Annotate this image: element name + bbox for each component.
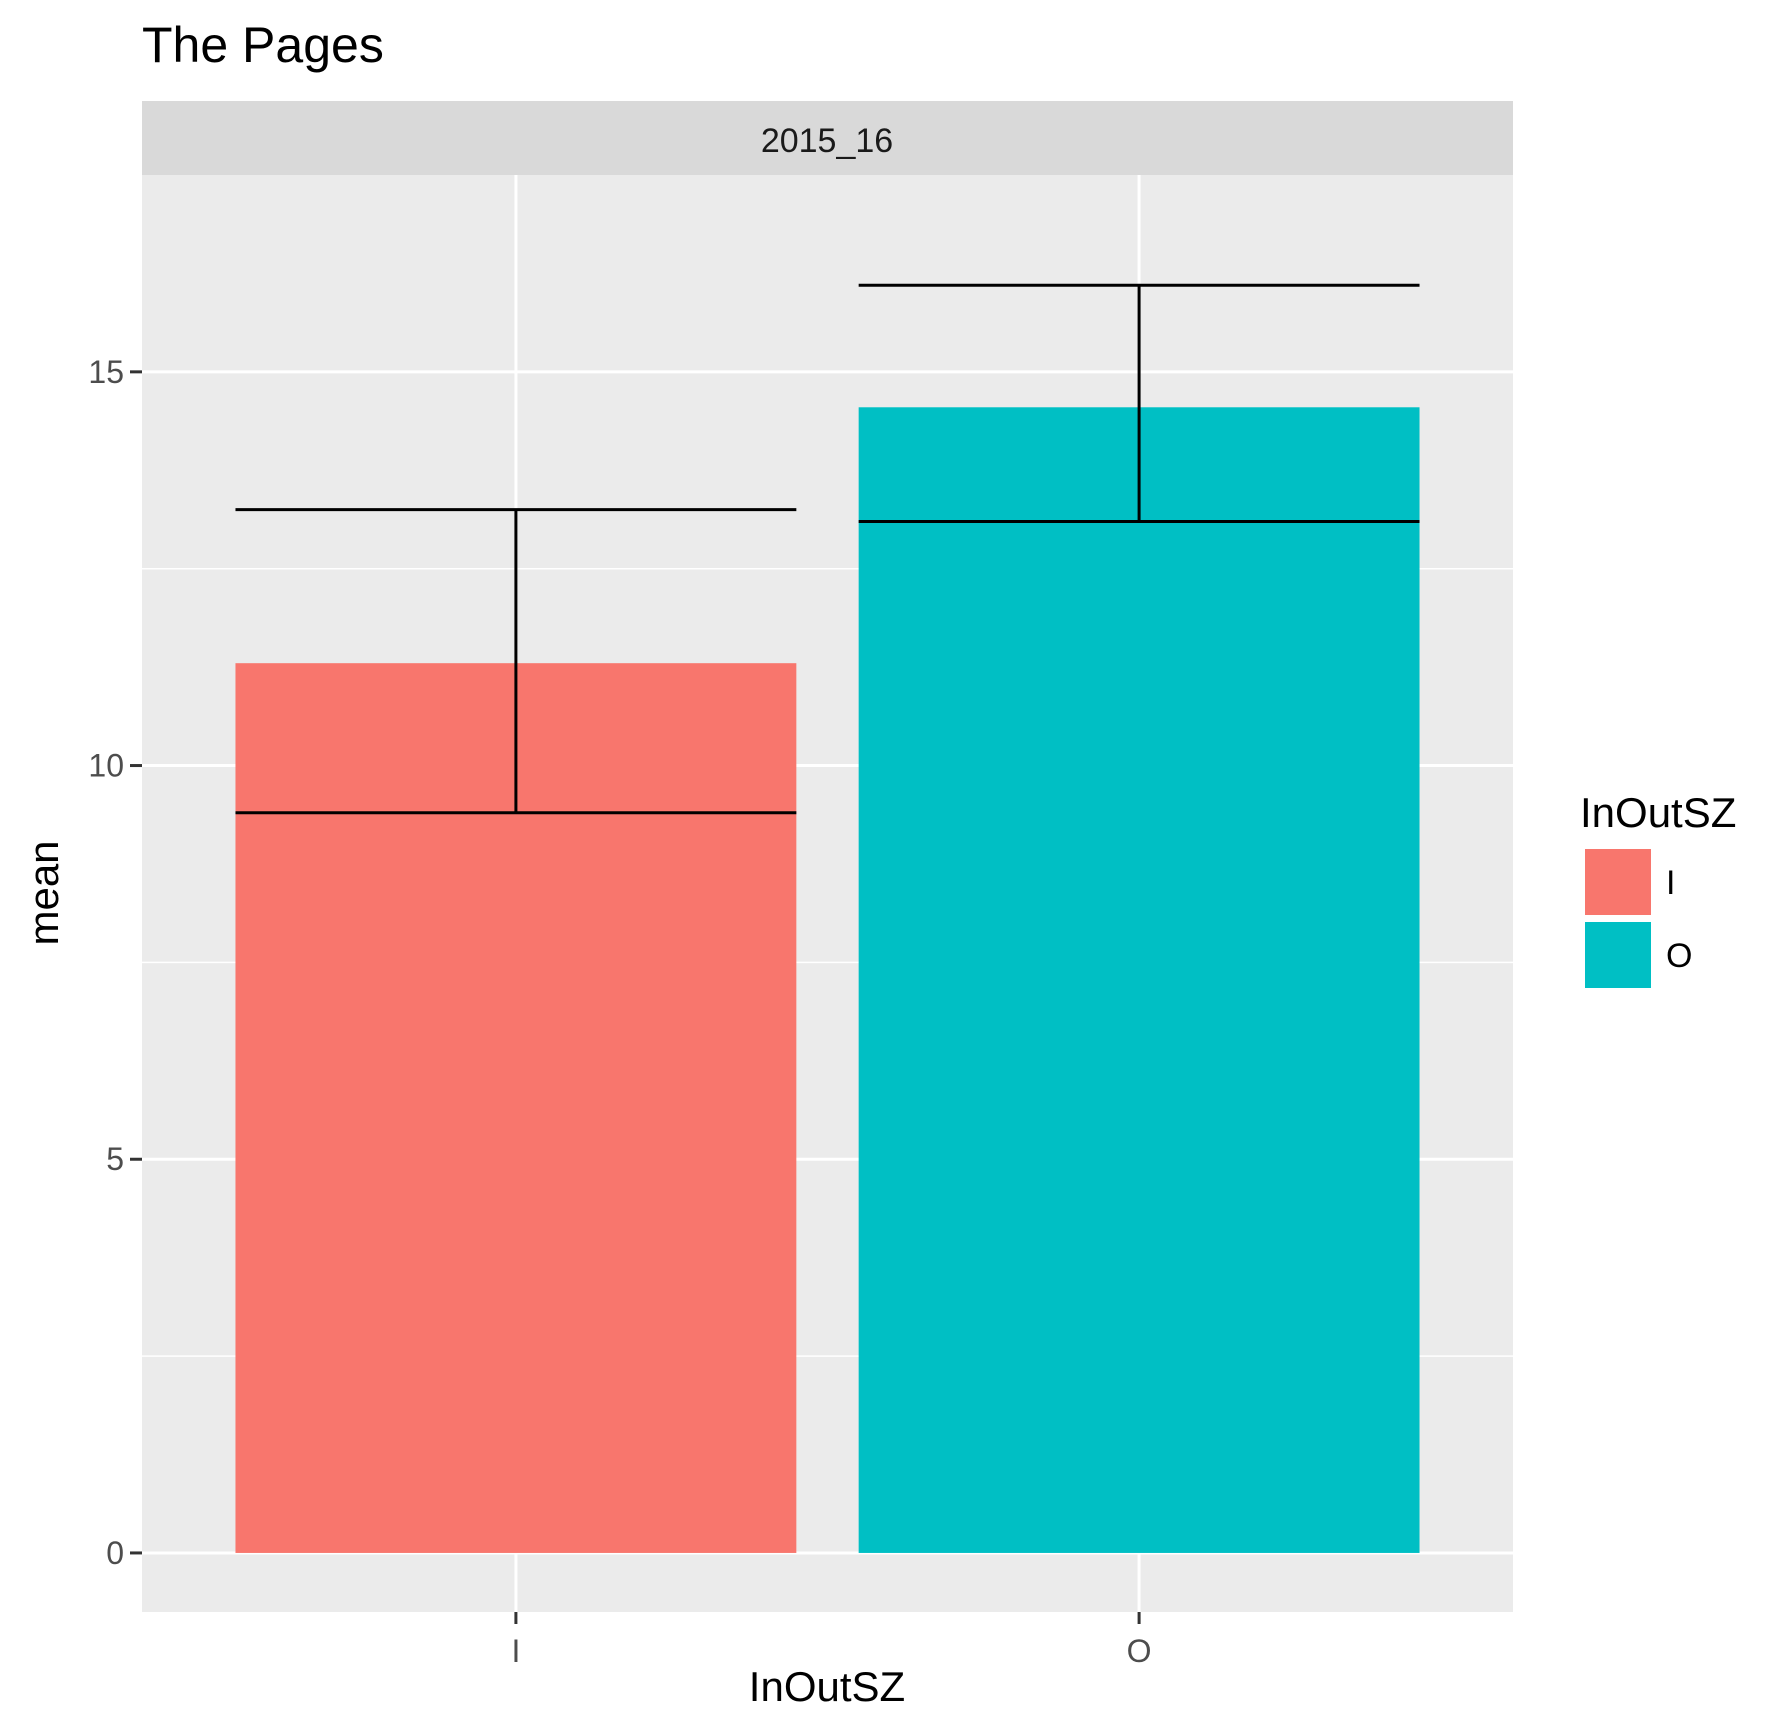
- error-bars: [235, 283, 1420, 815]
- facet-strip: [142, 101, 1513, 175]
- x-axis-title: InOutSZ: [749, 1663, 905, 1710]
- y-axis: 0 5 10 15: [88, 354, 142, 1571]
- x-tick-label: O: [1127, 1633, 1152, 1669]
- legend-title: InOutSZ: [1580, 789, 1736, 836]
- legend-key-I: [1585, 849, 1651, 915]
- y-axis-title: mean: [20, 840, 67, 945]
- facet-label: 2015_16: [761, 122, 893, 160]
- x-tick-label: I: [511, 1633, 520, 1669]
- legend-label-I: I: [1666, 864, 1675, 902]
- y-tick-label: 15: [88, 354, 124, 390]
- legend-label-O: O: [1666, 937, 1692, 975]
- bar-O: [858, 407, 1420, 1553]
- y-tick-label: 5: [106, 1141, 124, 1177]
- legend-key-O: [1585, 922, 1651, 988]
- legend: InOutSZ IO: [1580, 789, 1736, 988]
- y-tick-label: 0: [106, 1535, 124, 1571]
- chart-title: The Pages: [142, 17, 384, 73]
- y-tick-label: 10: [88, 748, 124, 784]
